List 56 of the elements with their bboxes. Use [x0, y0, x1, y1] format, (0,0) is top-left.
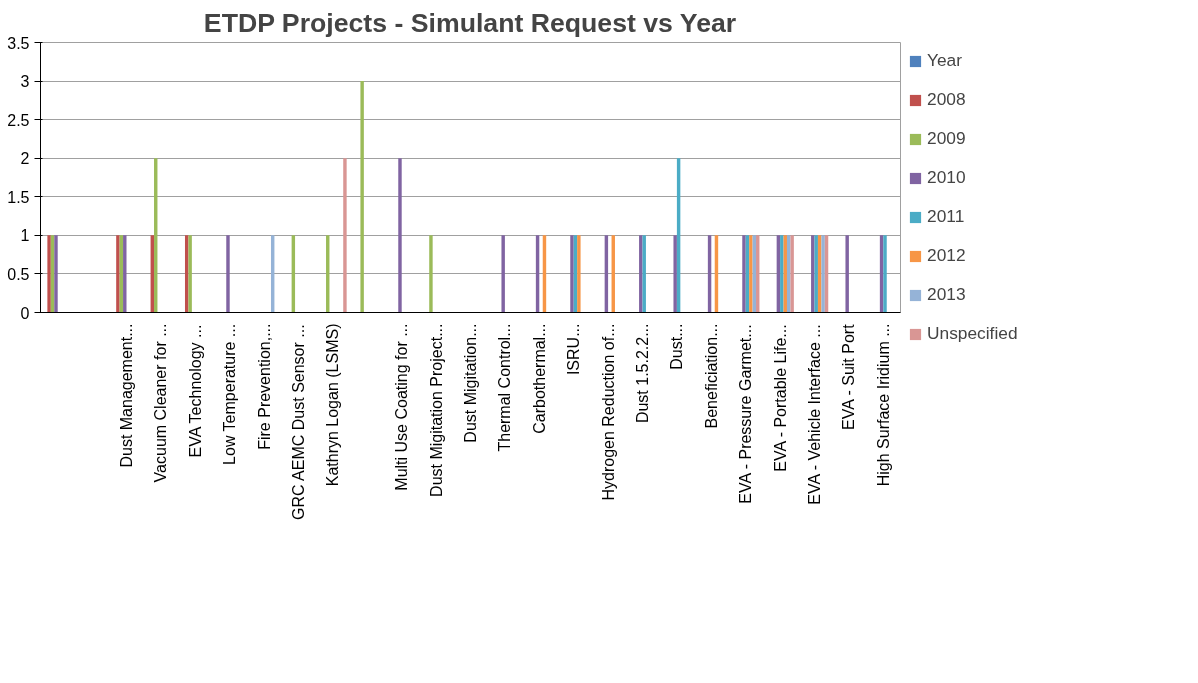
bar [821, 235, 825, 313]
x-tick-label: EVA - Portable Life... [771, 324, 789, 472]
bar [123, 235, 127, 313]
x-tick-label: Multi Use Coating for ... [393, 323, 411, 491]
x-tick-label: Dust... [668, 323, 686, 370]
x-tick-label: Fire Prevention,... [255, 323, 273, 450]
bar [360, 81, 364, 313]
y-tick-label: 1.5 [7, 188, 30, 206]
x-tick-label: Hydrogen Reduction of... [599, 323, 617, 501]
legend-label: 2013 [927, 284, 966, 305]
x-tick-label: Low Temperature ... [221, 323, 239, 465]
bar [501, 235, 505, 313]
bar [673, 235, 677, 313]
legend-label: 2011 [927, 206, 965, 227]
y-tick-label: 2.5 [7, 111, 30, 129]
bar [570, 235, 574, 313]
bar [883, 235, 887, 313]
y-tick-label: 2 [20, 150, 30, 168]
x-tick-label: Dust Migitation Project... [427, 323, 445, 497]
y-tick-label: 0 [20, 304, 30, 322]
legend-label: 2009 [927, 128, 966, 149]
x-tick-label: Dust Migitation... [462, 323, 479, 443]
legend-label: Unspecified [927, 323, 1018, 344]
bar [742, 235, 746, 313]
y-tick-label: 3.5 [7, 34, 30, 52]
x-tick-label: EVA - Vehicle Interface ... [806, 324, 823, 505]
legend-label: 2012 [927, 245, 966, 266]
x-tick-label: Thermal Control... [496, 323, 514, 452]
legend-label: 2008 [927, 89, 966, 110]
x-tick-label: Vacuum Cleaner for ... [152, 323, 170, 483]
legend-label: 2010 [927, 167, 966, 188]
y-tick-label: 1 [20, 227, 30, 245]
x-tick-label: Dust 1.5.2.2... [634, 323, 651, 424]
bar [343, 158, 347, 313]
y-tick-label: 3 [20, 73, 30, 91]
bar [845, 235, 849, 313]
bar [116, 235, 120, 313]
bar [47, 235, 51, 313]
chart-title: ETDP Projects - Simulant Request vs Year [203, 7, 737, 38]
x-tick-label: Carbothermal... [530, 323, 548, 434]
bar [226, 235, 230, 313]
bar [398, 158, 402, 313]
x-tick-label: High Surface Iridium ... [874, 323, 892, 487]
bar [429, 235, 433, 313]
legend-label: Year [927, 50, 963, 71]
x-tick-label: Dust Management... [118, 323, 135, 468]
x-tick-label: Beneficiation... [702, 323, 720, 429]
x-tick-label: EVA Technology ... [186, 324, 204, 458]
x-tick-label: EVA - Suit Port [840, 323, 858, 430]
x-tick-label: GRC AEMC Dust Sensor ... [290, 324, 307, 520]
x-tick-label: EVA - Pressure Garmet... [737, 324, 755, 504]
x-tick-label: Kathryn Logan (LSMS) [324, 323, 342, 487]
x-tick-label: ISRU... [565, 323, 583, 376]
bar [577, 235, 581, 313]
y-tick-label: 0.5 [7, 265, 30, 283]
bar [54, 235, 58, 313]
